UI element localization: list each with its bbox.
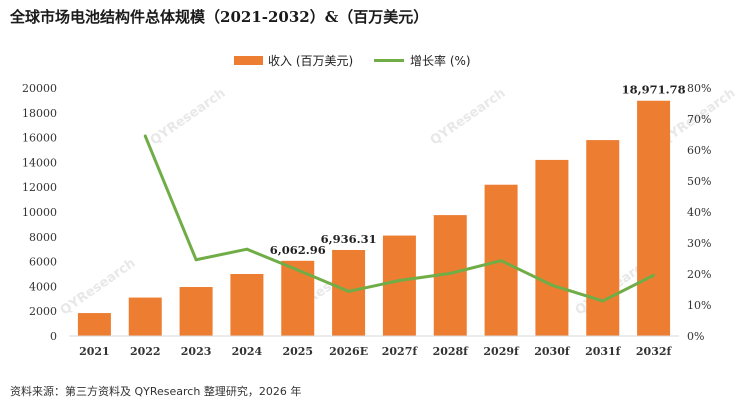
y-left-tick-label: 20000 — [22, 82, 57, 95]
line-point — [194, 258, 198, 262]
x-tick-label: 2029f — [483, 345, 520, 358]
x-tick-label: 2032f — [636, 345, 673, 358]
y-left-tick-label: 4000 — [29, 280, 57, 293]
line-point — [245, 247, 249, 251]
bar — [535, 159, 569, 336]
bar — [586, 140, 620, 336]
y-left-tick-label: 18000 — [22, 107, 57, 120]
line-point — [550, 283, 554, 287]
y-right-tick-label: 60% — [687, 144, 711, 157]
y-right-tick-label: 0% — [687, 330, 704, 343]
x-tick-label: 2031f — [585, 345, 622, 358]
line-point — [448, 271, 452, 275]
data-labels: 6,062.966,936.31 18,971.78 — [270, 83, 686, 257]
watermark-text: QYResearch — [58, 256, 139, 319]
line-point — [652, 273, 656, 277]
legend-bar-swatch — [234, 56, 263, 65]
line-point — [601, 299, 605, 303]
x-tick-label: 2023 — [181, 345, 212, 358]
chart-title: 全球市场电池结构件总体规模（2021-2032）&（百万美元） — [10, 8, 429, 26]
legend-bar-label: 收入 (百万美元) — [268, 54, 353, 68]
right-axis: 0% 10% 20% 30% 40% 50% 60% 70% 80% — [687, 82, 711, 343]
y-right-tick-label: 20% — [687, 268, 711, 281]
x-tick-label: 2026E — [329, 345, 368, 358]
y-left-tick-label: 6000 — [29, 256, 57, 269]
watermark-text: QYResearch — [428, 86, 509, 149]
bar-data-label: 18,971.78 — [622, 83, 686, 97]
y-left-tick-label: 2000 — [29, 305, 57, 318]
y-right-tick-label: 40% — [687, 206, 711, 219]
y-right-tick-label: 10% — [687, 299, 711, 312]
y-right-tick-label: 80% — [687, 82, 711, 95]
x-axis: 2021 2022 2023 2024 2025 2026E 2027f 2028f 2029f… — [69, 335, 679, 358]
y-right-tick-label: 50% — [687, 175, 711, 188]
y-right-tick-label: 30% — [687, 237, 711, 250]
y-left-tick-label: 12000 — [22, 181, 57, 194]
x-tick-label: 2022 — [130, 345, 161, 358]
bar — [230, 274, 264, 336]
y-left-tick-label: 8000 — [29, 231, 57, 244]
line-point — [143, 134, 147, 138]
x-tick-label: 2024 — [232, 345, 263, 358]
y-left-tick-label: 14000 — [22, 156, 57, 169]
x-tick-label: 2025 — [282, 345, 313, 358]
y-left-tick-label: 16000 — [22, 132, 57, 145]
bar — [128, 297, 162, 336]
x-tick-label: 2027f — [382, 345, 419, 358]
bar — [281, 260, 315, 336]
line-point — [296, 268, 300, 272]
x-tick-label: 2030f — [534, 345, 571, 358]
bar-series — [77, 100, 671, 336]
bar — [77, 313, 111, 336]
x-tick-label: 2028f — [433, 345, 470, 358]
y-left-tick-label: 10000 — [22, 206, 57, 219]
bar — [332, 249, 366, 336]
x-tick-label: 2021 — [79, 345, 110, 358]
bar — [382, 235, 416, 336]
y-right-tick-label: 70% — [687, 113, 711, 126]
bar-data-label: 6,062.96 — [270, 243, 326, 257]
bar — [179, 287, 213, 336]
bar — [637, 100, 671, 336]
line-point — [397, 279, 401, 283]
y-left-tick-label: 0 — [50, 330, 57, 343]
bar-data-label: 6,936.31 — [321, 232, 377, 246]
line-point — [499, 259, 503, 263]
chart-source: 资料来源：第三方资料及 QYResearch 整理研究，2026 年 — [10, 385, 302, 398]
legend-line-label: 增长率 (%) — [410, 53, 471, 68]
legend: 收入 (百万美元) 增长率 (%) — [234, 53, 471, 68]
line-point — [347, 289, 351, 293]
left-axis: 0 2000 4000 6000 8000 10000 12000 14000 16000 180… — [22, 82, 57, 343]
watermark-text: QYResearch — [148, 86, 229, 149]
line-series — [143, 134, 656, 303]
